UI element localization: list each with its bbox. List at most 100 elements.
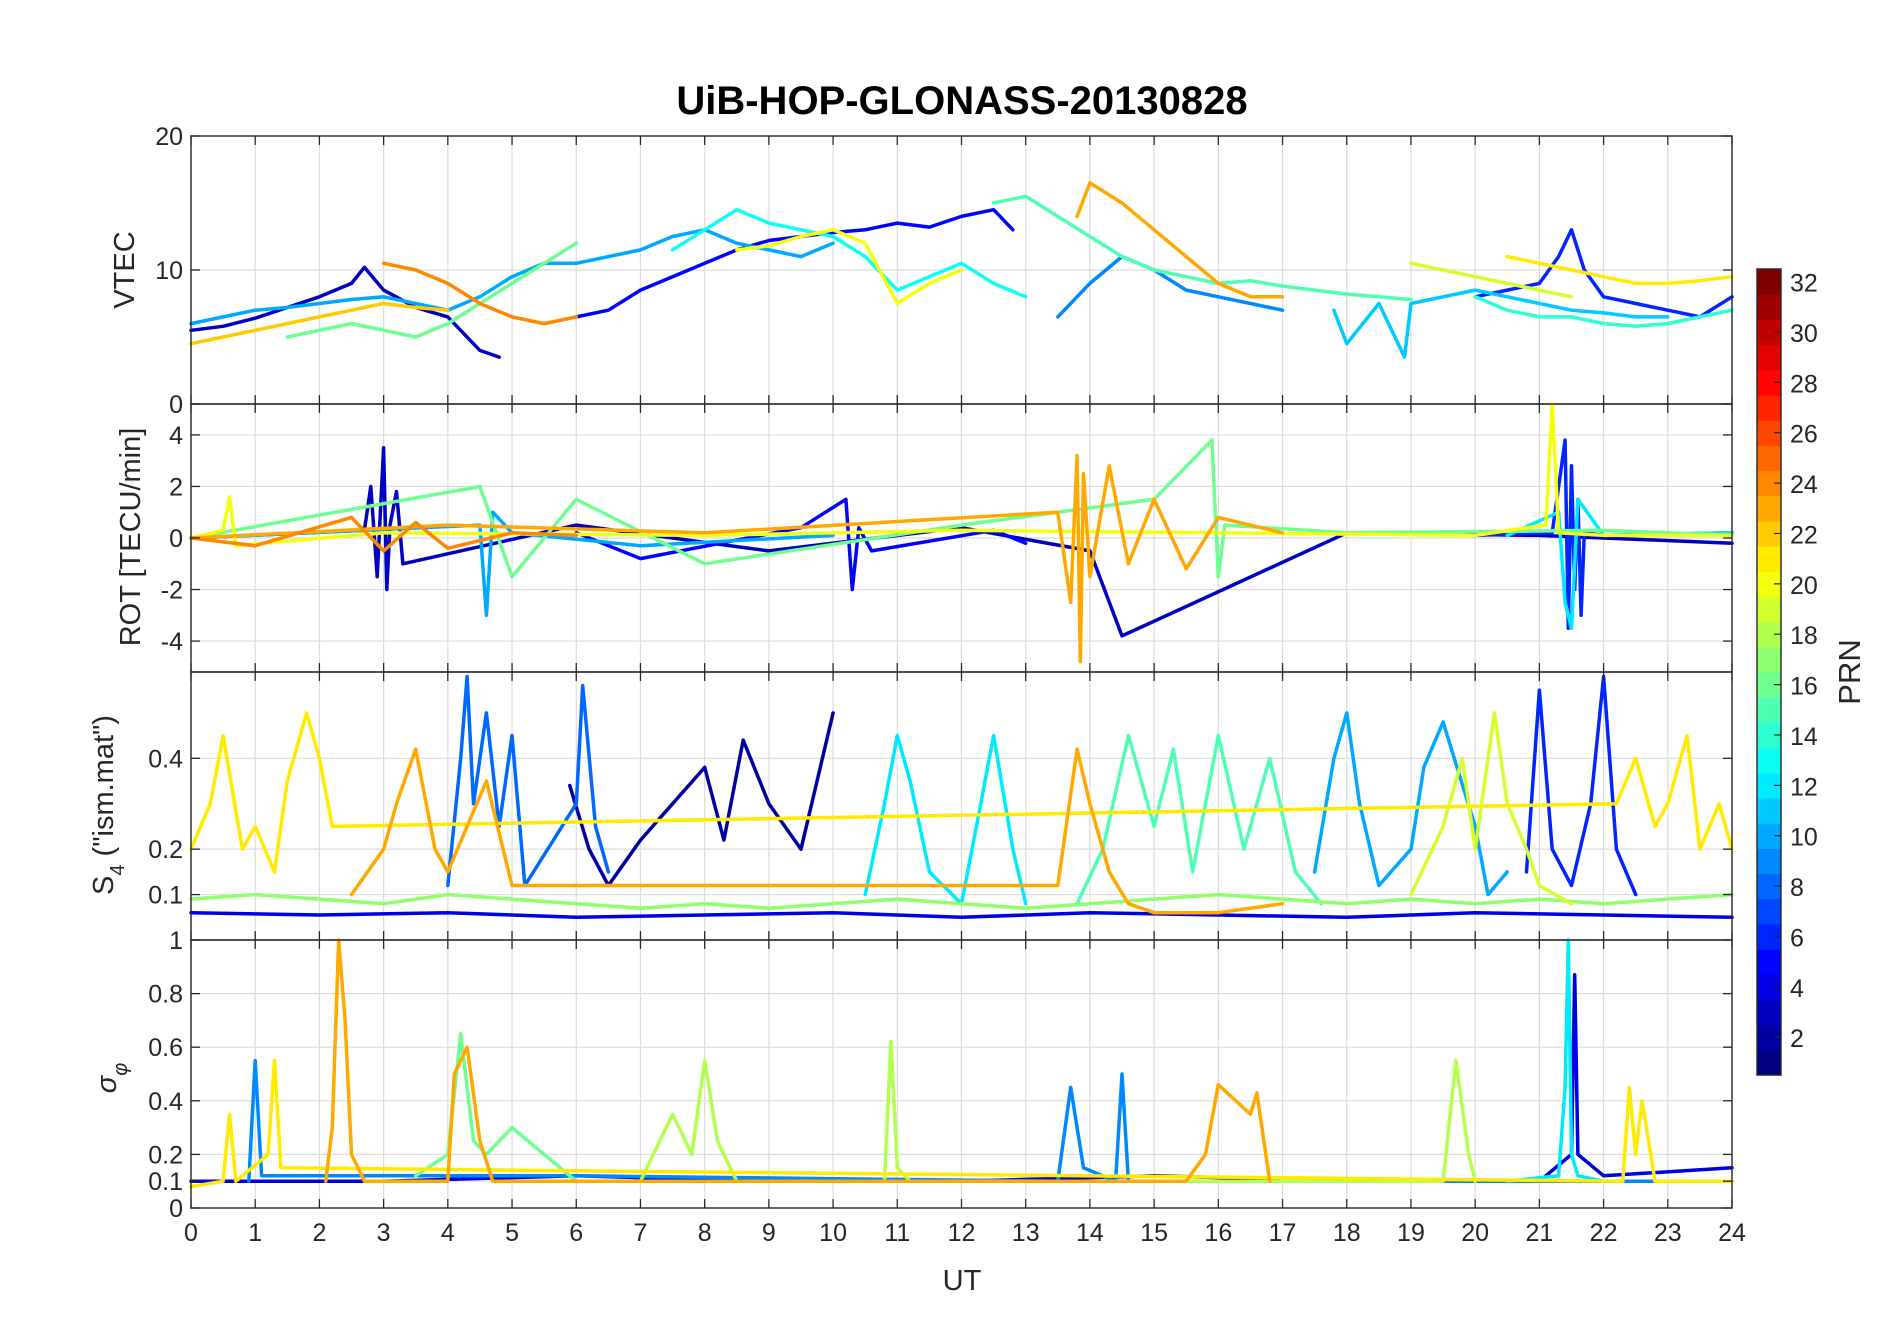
panel-s4: 0.1 0.2 0.4 xyxy=(148,671,1734,941)
colorbar-tick-label: 22 xyxy=(1790,521,1818,549)
x-tick-label: 8 xyxy=(698,1219,712,1247)
y-tick-label: 0.4 xyxy=(148,1088,183,1116)
colorbar-tick-label: 2 xyxy=(1790,1025,1804,1053)
colorbar-segment xyxy=(1757,394,1781,421)
panel-rot: -4 -2 0 2 4 xyxy=(161,402,1734,673)
y-tick-label: 0.2 xyxy=(148,1141,183,1169)
gridlines xyxy=(190,404,1733,672)
x-tick-label: 17 xyxy=(1269,1219,1297,1247)
x-tick-label: 11 xyxy=(884,1219,910,1247)
tick-marks xyxy=(190,404,1733,672)
sigma-phi-ylabel: σφ xyxy=(91,1063,132,1094)
series-line-prn-16 xyxy=(285,241,579,339)
x-tick-label: 22 xyxy=(1590,1219,1618,1247)
x-tick-label: 3 xyxy=(377,1219,391,1247)
y-tick-label: 0 xyxy=(169,391,183,419)
y-tick-label: -4 xyxy=(161,628,183,656)
y-tick-label: 20 xyxy=(155,123,183,151)
colorbar-segment xyxy=(1757,747,1781,774)
x-tick-label: 7 xyxy=(634,1219,648,1247)
x-tick-label: 18 xyxy=(1333,1219,1361,1247)
series-line-prn-18 xyxy=(638,1040,1477,1183)
colorbar-segment xyxy=(1757,445,1781,472)
series-line-prn-20 xyxy=(189,402,1734,548)
series-line-prn-6 xyxy=(1524,674,1638,897)
s4-ylabel: S4 ("ism.mat") xyxy=(88,715,129,895)
series-line-prn-5 xyxy=(574,207,1015,319)
y-tick-label: 0 xyxy=(169,525,183,553)
series-line-prn-12 xyxy=(1505,938,1606,1183)
y-tick-label: 4 xyxy=(169,422,183,450)
colorbar-tick-label: 20 xyxy=(1790,572,1818,600)
x-tick-label: 16 xyxy=(1204,1219,1232,1247)
series-line-prn-3 xyxy=(189,265,501,359)
colorbar-label: PRN xyxy=(1832,639,1867,704)
colorbar-frame xyxy=(1756,268,1782,1076)
series-line-prn-8 xyxy=(446,674,611,888)
series-line-prn-21 xyxy=(1505,254,1734,286)
x-tick-label: 2 xyxy=(312,1219,326,1247)
series-line-prn-13 xyxy=(670,207,1028,299)
series-group xyxy=(189,402,1734,664)
series-line-prn-10 xyxy=(1312,711,1510,897)
colorbar-tick-label: 30 xyxy=(1790,320,1818,348)
x-tick-label: 10 xyxy=(819,1219,847,1247)
colorbar-segment xyxy=(1757,596,1781,623)
y-tick-label: 0.1 xyxy=(148,1168,183,1196)
series-line-prn-21 xyxy=(189,711,1734,874)
colorbar-segment xyxy=(1757,848,1781,875)
x-tick-label: 1 xyxy=(248,1219,262,1247)
chart-title: UiB-HOP-GLONASS-20130828 xyxy=(676,79,1247,123)
colorbar-tick-label: 16 xyxy=(1790,673,1818,701)
x-tick-label: 5 xyxy=(505,1219,519,1247)
series-line-prn-23 xyxy=(1075,181,1285,299)
x-tick-label: 9 xyxy=(762,1219,776,1247)
colorbar-segment xyxy=(1757,294,1781,320)
series-group xyxy=(189,674,1734,920)
y-tick-label: 0.6 xyxy=(148,1034,183,1062)
x-tick-label: 12 xyxy=(948,1219,976,1247)
y-tick-label: 2 xyxy=(169,473,183,501)
colorbar-tick-label: 18 xyxy=(1790,622,1818,650)
series-line-prn-2 xyxy=(568,711,835,888)
y-tick-label: -2 xyxy=(161,577,183,605)
colorbar-tick-label: 8 xyxy=(1790,874,1804,902)
tick-marks xyxy=(190,135,1733,405)
series-line-prn-9 xyxy=(1056,254,1285,319)
x-tick-label: 6 xyxy=(569,1219,583,1247)
tick-marks xyxy=(190,939,1733,1209)
series-line-prn-20 xyxy=(735,228,964,306)
colorbar-segment xyxy=(1757,646,1781,673)
series-line-prn-19 xyxy=(1409,711,1574,906)
colorbar-tick-label: 12 xyxy=(1790,773,1818,801)
series-line-prn-14 xyxy=(1473,295,1734,329)
colorbar-segment xyxy=(1757,949,1781,975)
x-tick-label: 0 xyxy=(184,1219,198,1247)
colorbar-segment xyxy=(1757,495,1781,522)
series-line-prn-17 xyxy=(189,892,1734,910)
series-line-prn-15 xyxy=(1075,733,1323,906)
series-line-prn-19 xyxy=(1409,261,1574,299)
colorbar-tick-label: 10 xyxy=(1790,824,1818,852)
series-line-prn-23 xyxy=(349,747,1285,915)
x-tick-label: 23 xyxy=(1654,1219,1682,1247)
colorbar-tick-label: 28 xyxy=(1790,370,1818,398)
series-line-prn-3 xyxy=(189,446,1734,638)
tick-marks xyxy=(190,672,1733,940)
panel-vtec: 0 10 20 xyxy=(155,123,1734,419)
x-tick-label: 15 xyxy=(1140,1219,1168,1247)
x-tick-label: 4 xyxy=(441,1219,455,1247)
x-axis-label: UT xyxy=(943,1265,982,1297)
series-line-prn-24 xyxy=(381,261,579,326)
y-tick-label: 0.1 xyxy=(148,882,183,910)
y-tick-label: 0.8 xyxy=(148,981,183,1009)
x-tick-label: 24 xyxy=(1718,1219,1746,1247)
x-tick-label: 14 xyxy=(1076,1219,1104,1247)
x-tick-label: 20 xyxy=(1461,1219,1489,1247)
series-line-prn-23 xyxy=(189,453,1285,664)
series-group xyxy=(189,181,1734,359)
colorbar-segment xyxy=(1757,898,1781,925)
series-line-prn-12 xyxy=(863,733,1028,906)
series-line-prn-11 xyxy=(1332,288,1670,359)
